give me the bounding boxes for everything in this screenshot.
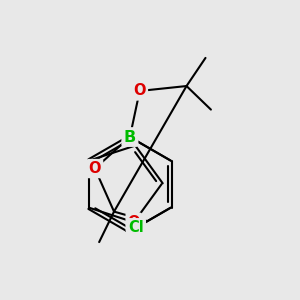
Text: O: O xyxy=(88,161,101,176)
Text: B: B xyxy=(124,130,136,145)
Text: O: O xyxy=(128,215,140,230)
Text: Cl: Cl xyxy=(128,220,144,235)
Text: O: O xyxy=(134,83,146,98)
